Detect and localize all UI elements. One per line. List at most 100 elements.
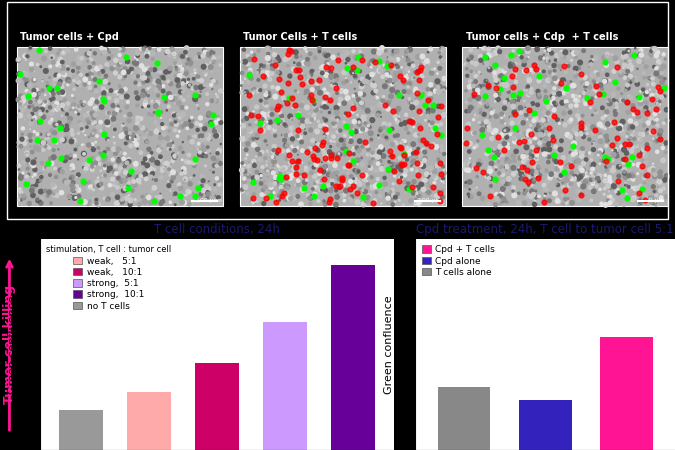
Point — [599, 191, 610, 198]
Point — [375, 150, 385, 157]
Point — [103, 167, 114, 175]
Point — [58, 137, 69, 144]
Point — [585, 104, 596, 112]
Point — [584, 136, 595, 143]
Point — [163, 69, 173, 76]
Point — [345, 123, 356, 130]
Point — [74, 118, 85, 126]
Point — [596, 200, 607, 207]
Point — [241, 89, 252, 96]
Point — [213, 54, 224, 61]
Point — [651, 64, 662, 72]
Point — [377, 165, 387, 172]
Point — [641, 159, 651, 166]
Point — [22, 156, 33, 163]
Point — [460, 179, 471, 186]
Point — [497, 81, 508, 89]
Point — [211, 119, 221, 126]
Point — [318, 142, 329, 149]
Point — [410, 87, 421, 94]
Point — [576, 71, 587, 78]
Point — [514, 139, 524, 146]
Point — [344, 150, 354, 157]
Point — [655, 73, 666, 81]
Point — [624, 173, 634, 180]
Point — [359, 176, 370, 183]
Point — [344, 112, 355, 119]
Point — [207, 86, 218, 93]
Point — [313, 118, 324, 125]
Point — [559, 90, 570, 97]
Point — [591, 183, 602, 190]
Point — [174, 72, 185, 79]
Point — [174, 192, 185, 199]
Point — [556, 166, 567, 174]
Point — [433, 83, 443, 90]
Point — [358, 194, 369, 201]
Point — [293, 65, 304, 72]
Point — [55, 127, 66, 135]
Point — [151, 59, 162, 67]
Point — [140, 126, 151, 134]
Point — [351, 54, 362, 62]
Point — [303, 73, 314, 80]
Point — [34, 118, 45, 126]
Point — [633, 113, 644, 120]
Point — [240, 167, 250, 174]
Point — [236, 166, 247, 174]
Point — [571, 49, 582, 56]
Point — [422, 141, 433, 148]
Point — [154, 130, 165, 137]
Point — [531, 142, 542, 149]
Point — [169, 154, 180, 161]
Point — [139, 198, 150, 205]
Point — [33, 47, 44, 54]
Point — [399, 161, 410, 168]
Point — [618, 97, 628, 104]
Point — [533, 198, 543, 205]
Point — [588, 56, 599, 63]
Point — [108, 115, 119, 122]
Point — [510, 53, 520, 60]
Point — [290, 170, 301, 177]
Point — [158, 87, 169, 94]
Point — [67, 92, 78, 99]
Point — [379, 121, 389, 128]
Point — [392, 63, 403, 71]
Point — [94, 78, 105, 85]
Point — [371, 87, 381, 94]
Point — [157, 198, 168, 205]
Point — [249, 51, 260, 59]
Point — [318, 115, 329, 122]
Point — [27, 103, 38, 110]
Point — [196, 136, 207, 144]
Point — [348, 144, 359, 152]
Point — [347, 130, 358, 137]
Point — [348, 104, 358, 112]
Point — [628, 176, 639, 183]
Point — [352, 157, 363, 164]
Point — [463, 56, 474, 63]
Point — [367, 81, 378, 88]
Point — [327, 89, 338, 96]
Point — [16, 174, 26, 181]
Point — [548, 171, 559, 178]
Point — [84, 53, 95, 60]
Point — [295, 160, 306, 167]
Point — [119, 150, 130, 157]
Point — [626, 132, 637, 140]
Point — [320, 163, 331, 170]
Point — [186, 114, 197, 121]
Point — [327, 177, 338, 184]
Point — [71, 104, 82, 111]
Point — [403, 180, 414, 187]
Point — [554, 119, 565, 126]
Point — [308, 96, 319, 103]
Point — [348, 101, 358, 108]
Point — [381, 186, 392, 193]
Point — [603, 162, 614, 169]
Point — [215, 87, 226, 94]
Point — [284, 163, 295, 170]
Point — [43, 130, 54, 138]
Point — [460, 169, 471, 176]
